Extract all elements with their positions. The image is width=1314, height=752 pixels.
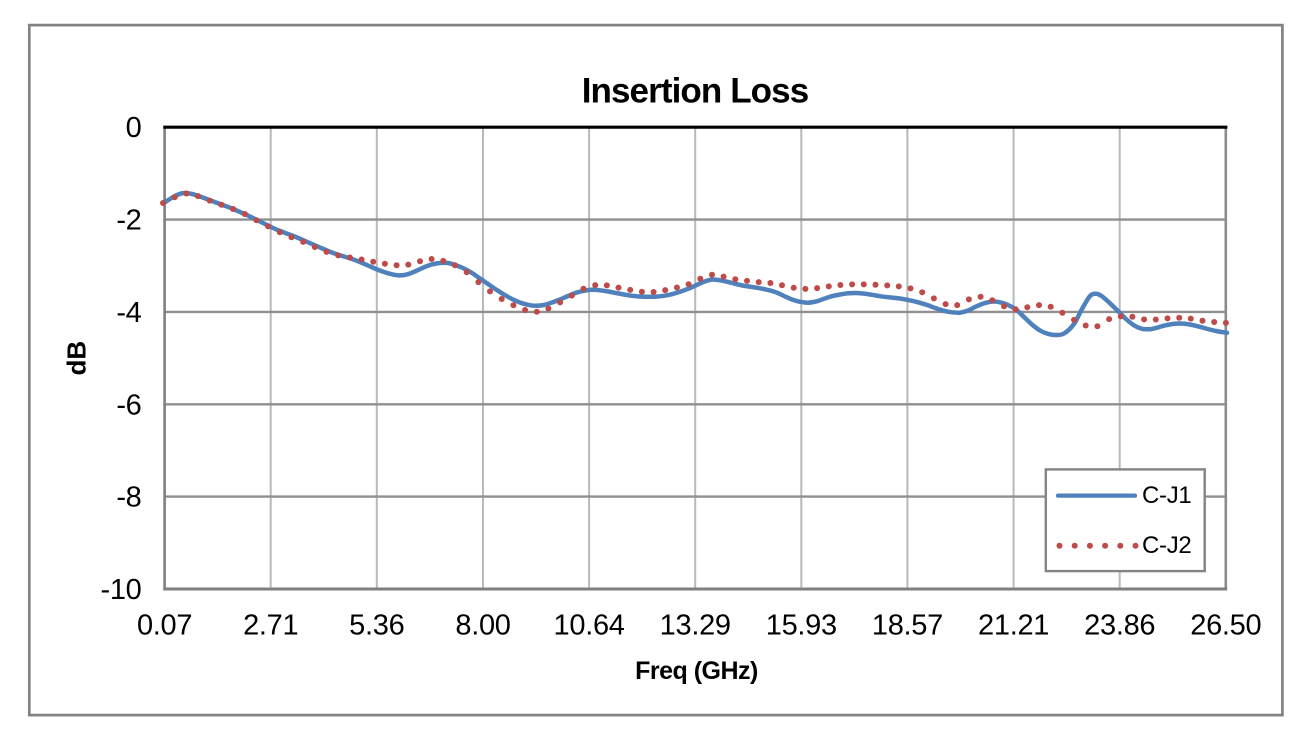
- svg-text:-10: -10: [100, 574, 141, 606]
- svg-text:8.00: 8.00: [455, 610, 510, 642]
- svg-text:dB: dB: [62, 341, 92, 376]
- svg-text:5.36: 5.36: [349, 610, 404, 642]
- svg-text:0.07: 0.07: [137, 610, 192, 642]
- svg-text:23.86: 23.86: [1084, 610, 1155, 642]
- svg-text:Insertion Loss: Insertion Loss: [582, 72, 809, 111]
- svg-text:-8: -8: [116, 482, 141, 514]
- svg-text:C-J2: C-J2: [1142, 532, 1191, 559]
- svg-text:-2: -2: [116, 205, 141, 237]
- svg-text:18.57: 18.57: [872, 610, 943, 642]
- svg-text:2.71: 2.71: [243, 610, 298, 642]
- svg-text:Freq (GHz): Freq (GHz): [635, 657, 758, 685]
- svg-text:26.50: 26.50: [1190, 610, 1261, 642]
- svg-text:C-J1: C-J1: [1142, 482, 1191, 509]
- svg-text:-4: -4: [116, 297, 141, 329]
- svg-text:15.93: 15.93: [766, 610, 837, 642]
- svg-text:13.29: 13.29: [660, 610, 731, 642]
- svg-text:21.21: 21.21: [978, 610, 1049, 642]
- svg-text:0: 0: [126, 112, 142, 144]
- svg-text:10.64: 10.64: [554, 610, 625, 642]
- svg-text:-6: -6: [116, 389, 141, 421]
